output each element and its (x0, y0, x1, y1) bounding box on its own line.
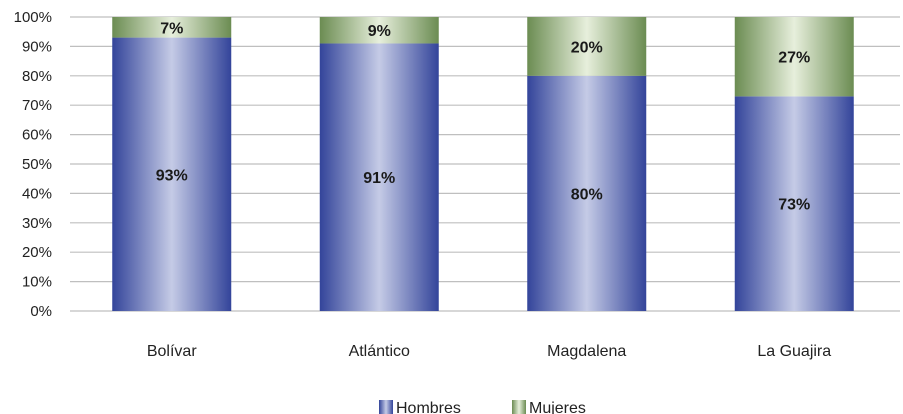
x-axis-category-labels: Bolívar Atlántico Magdalena La Guajira (147, 343, 831, 360)
y-tick-label: 10% (22, 274, 52, 291)
data-label-hombres: 80% (571, 186, 603, 203)
y-tick-label: 70% (22, 97, 52, 114)
legend: Hombres Mujeres (379, 400, 586, 414)
x-category-label: Atlántico (349, 343, 410, 360)
y-tick-label: 30% (22, 215, 52, 232)
legend-label: Mujeres (529, 400, 586, 414)
bar-mujeres-3 (527, 17, 647, 76)
bar-hombres-1 (112, 37, 232, 312)
bar-hombres-2 (319, 43, 439, 312)
data-label-mujeres: 27% (778, 50, 810, 67)
y-axis-tick-labels: 0% 10% 20% 30% 40% 50% 60% 70% 80% 90% 100% (14, 9, 52, 320)
data-label-hombres: 91% (363, 170, 395, 187)
bar-mujeres-4 (734, 17, 854, 97)
bar-hombres-4 (734, 96, 854, 311)
y-tick-label: 80% (22, 68, 52, 85)
x-category-label: Bolívar (147, 343, 197, 360)
data-labels: 93% 7% 91% 9% 80% 20% 73% 27% (156, 20, 811, 213)
y-tick-label: 40% (22, 185, 52, 202)
legend-label: Hombres (396, 400, 461, 414)
bars (112, 17, 854, 312)
legend-swatch (379, 400, 393, 414)
y-tick-label: 60% (22, 127, 52, 144)
y-tick-label: 90% (22, 38, 52, 55)
bar-mujeres-1 (112, 17, 232, 38)
data-label-mujeres: 20% (571, 39, 603, 56)
bar-hombres-3 (527, 75, 647, 311)
y-tick-label: 20% (22, 244, 52, 261)
y-tick-label: 100% (14, 9, 52, 26)
x-category-label: Magdalena (547, 343, 626, 360)
x-category-label: La Guajira (757, 343, 831, 360)
y-tick-label: 50% (22, 156, 52, 173)
legend-swatch (512, 400, 526, 414)
data-label-mujeres: 7% (160, 20, 183, 37)
y-tick-label: 0% (30, 303, 52, 320)
data-label-mujeres: 9% (368, 23, 391, 40)
bar-mujeres-2 (319, 17, 439, 44)
data-label-hombres: 73% (778, 197, 810, 214)
data-label-hombres: 93% (156, 167, 188, 184)
